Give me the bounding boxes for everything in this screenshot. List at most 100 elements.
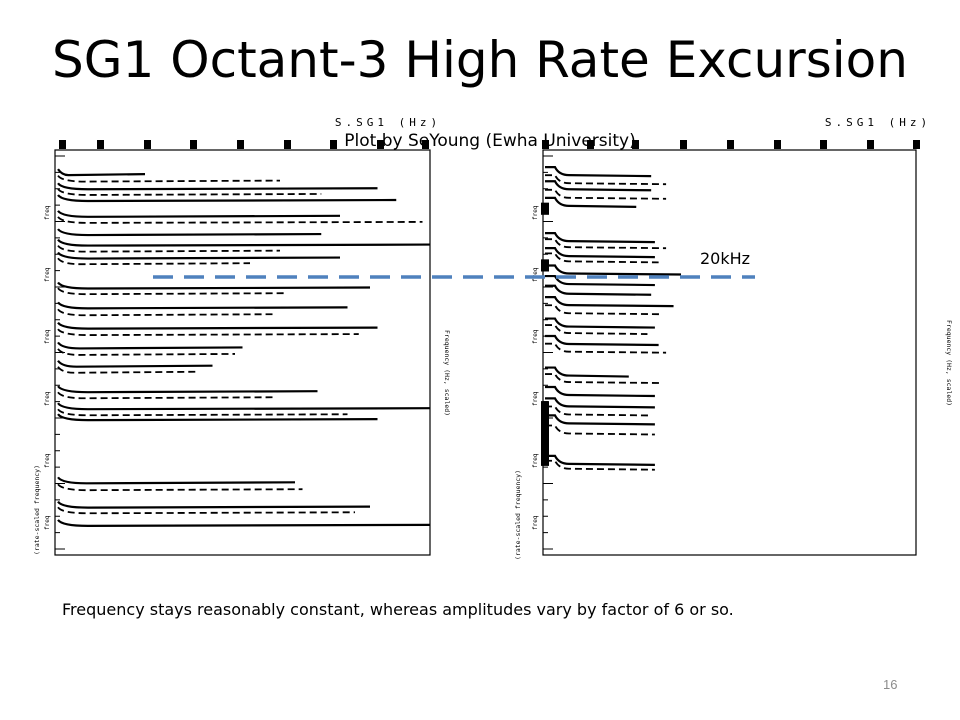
- dense-notch-band: [541, 202, 549, 215]
- top-tick-mark: [820, 140, 827, 149]
- top-tick-mark: [727, 140, 734, 149]
- sweep-line: [545, 454, 655, 466]
- left-plot-ylabel: (rate-scaled frequency): [33, 465, 41, 555]
- plot-credit: Plot by SeYoung (Ewha University): [344, 131, 636, 151]
- sweep-line: [545, 174, 667, 186]
- sweep-line: [57, 228, 322, 237]
- sweep-line: [545, 238, 667, 250]
- left-tick-label: freq: [44, 205, 51, 220]
- top-tick-mark: [237, 140, 244, 149]
- top-tick-mark: [144, 140, 151, 149]
- left-tick-label: freq: [532, 329, 539, 344]
- sweep-line: [57, 500, 371, 509]
- sweep-line: [57, 281, 371, 290]
- left-plot-title: S.SG1 (Hz): [335, 116, 441, 129]
- sweep-line: [545, 196, 637, 208]
- top-tick-mark: [97, 140, 104, 149]
- sweep-line: [545, 296, 674, 308]
- sweep-line: [57, 408, 348, 417]
- sweep-line: [545, 366, 629, 378]
- slide-title: SG1 Octant-3 High Rate Excursion: [52, 31, 908, 89]
- sweep-line: [545, 180, 652, 192]
- left-plot: S.SG1 (Hz) (rate-scaled frequency) Frequ…: [33, 116, 451, 556]
- sweep-line: [57, 287, 288, 296]
- top-tick-mark: [422, 140, 429, 149]
- sweep-line: [57, 174, 281, 183]
- sweep-line: [57, 328, 359, 336]
- sweep-line: [57, 506, 356, 515]
- top-tick-mark: [680, 140, 687, 149]
- sweep-line: [57, 391, 273, 400]
- dense-notch-band: [541, 401, 549, 466]
- top-tick-mark: [774, 140, 781, 149]
- sweep-line: [57, 257, 251, 266]
- sweep-line: [545, 424, 655, 436]
- left-tick-label: freq: [532, 391, 539, 406]
- top-tick-mark: [587, 140, 594, 149]
- left-tick-label: freq: [532, 267, 539, 282]
- left-tick-label: freq: [44, 391, 51, 406]
- right-plot-ylabel: (rate-scaled frequency): [514, 470, 522, 560]
- top-tick-mark: [190, 140, 197, 149]
- left-tick-label: freq: [44, 329, 51, 344]
- top-tick-mark: [284, 140, 291, 149]
- sweep-line: [57, 402, 431, 411]
- right-plot-title: S.SG1 (Hz): [825, 116, 931, 129]
- sweep-line: [57, 359, 213, 368]
- sweep-line: [57, 210, 341, 218]
- sweep-line: [57, 308, 273, 317]
- right-plot: S.SG1 (Hz) (rate-scaled frequency) Frequ…: [514, 116, 953, 560]
- sweep-line: [57, 251, 341, 260]
- left-plot-frame: [54, 149, 431, 556]
- right-plot-side-label: Frequency (Hz, scaled): [945, 320, 953, 406]
- top-tick-mark: [632, 140, 639, 149]
- sweep-line: [57, 188, 322, 196]
- sweep-line: [57, 476, 296, 485]
- sweep-line: [57, 385, 318, 394]
- top-tick-mark: [377, 140, 384, 149]
- sweep-line: [545, 414, 655, 426]
- sweep-line: [57, 238, 431, 247]
- sweep-line: [57, 341, 243, 350]
- sweep-line: [57, 182, 378, 191]
- sweep-line: [545, 324, 648, 335]
- sweep-line: [545, 334, 659, 347]
- 20khz-marker-label: 20kHz: [700, 249, 750, 268]
- left-plot-side-label: Frequency (Hz, scaled): [443, 330, 451, 416]
- sweep-line: [545, 405, 652, 417]
- sweep-line: [545, 284, 652, 296]
- left-tick-label: freq: [44, 515, 51, 530]
- sweep-line: [545, 342, 667, 354]
- sweep-line: [545, 264, 682, 276]
- left-tick-label: freq: [44, 453, 51, 468]
- observation-note: Frequency stays reasonably constant, whe…: [62, 600, 734, 619]
- page-number: 16: [883, 677, 898, 692]
- sweep-line: [57, 168, 146, 177]
- dense-notch-band: [541, 259, 549, 272]
- sweep-line: [57, 413, 378, 422]
- sweep-line: [545, 373, 663, 384]
- sweep-line: [545, 397, 655, 409]
- sweep-line: [545, 252, 659, 264]
- sweep-line: [57, 519, 431, 527]
- left-tick-label: freq: [532, 515, 539, 530]
- sweep-line: [545, 188, 667, 200]
- sweep-line: [545, 385, 655, 398]
- sweep-line: [57, 194, 397, 203]
- sweep-line: [545, 247, 655, 259]
- top-tick-mark: [59, 140, 66, 149]
- sweep-line: [545, 166, 652, 178]
- sweep-line: [57, 245, 281, 253]
- top-tick-mark: [913, 140, 920, 149]
- sweep-line: [57, 366, 198, 374]
- sweep-line: [57, 216, 423, 224]
- top-tick-mark: [867, 140, 874, 149]
- sweep-line: [57, 348, 236, 356]
- sweep-line: [545, 274, 655, 287]
- top-tick-mark: [542, 140, 549, 149]
- sweep-line: [545, 232, 655, 244]
- left-tick-label: freq: [532, 453, 539, 468]
- top-tick-mark: [330, 140, 337, 149]
- sweep-line: [545, 304, 663, 316]
